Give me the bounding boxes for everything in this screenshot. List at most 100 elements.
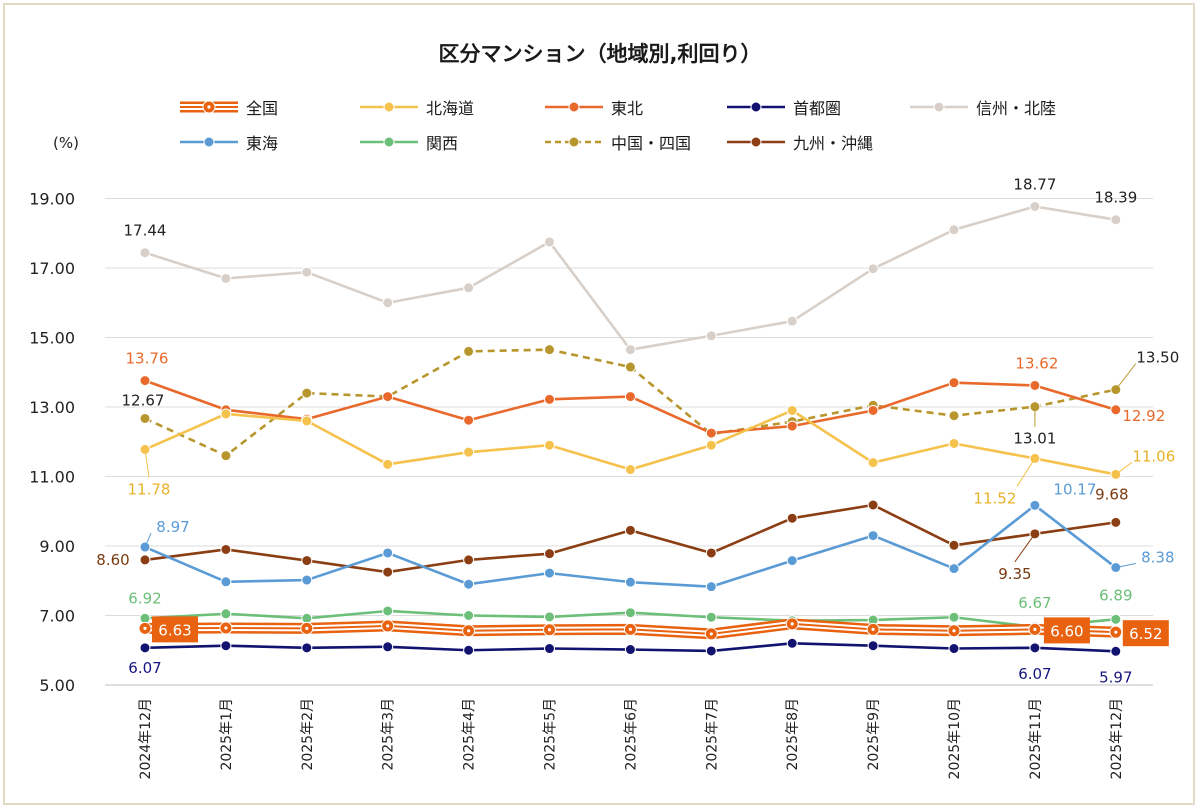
data-point	[867, 640, 879, 652]
data-label: 6.60	[1050, 622, 1083, 640]
data-point	[301, 415, 313, 427]
legend-swatch	[360, 101, 418, 113]
data-point-center	[143, 626, 147, 630]
data-point	[948, 377, 960, 389]
data-point	[544, 439, 555, 451]
data-point	[301, 574, 313, 586]
data-point	[544, 236, 555, 248]
data-point	[463, 644, 475, 656]
data-point	[220, 408, 232, 420]
data-label: 6.52	[1129, 625, 1162, 643]
data-point-center	[224, 626, 228, 630]
data-label: 18.77	[1013, 175, 1056, 193]
data-point	[948, 611, 960, 623]
legend-item-北海道: 北海道	[358, 95, 474, 119]
data-point	[867, 499, 879, 511]
data-point	[786, 404, 798, 416]
data-point	[139, 642, 151, 654]
data-point	[463, 345, 475, 357]
data-label-box	[152, 616, 198, 643]
legend-label: 中国・四国	[611, 134, 692, 153]
data-point	[624, 464, 636, 476]
data-label-leader	[1115, 363, 1137, 390]
data-point	[1110, 645, 1122, 657]
data-point	[1029, 379, 1041, 391]
data-point-center	[871, 627, 875, 632]
data-point	[624, 391, 636, 403]
data-point	[220, 543, 232, 555]
data-point-center	[952, 629, 956, 633]
data-label: 13.50	[1136, 349, 1179, 367]
data-point	[1029, 499, 1041, 511]
legend-swatch	[910, 101, 968, 113]
data-label: 17.44	[124, 222, 167, 240]
data-label: 6.63	[158, 621, 191, 639]
data-point	[624, 344, 636, 356]
data-point	[624, 361, 636, 373]
data-point	[786, 315, 798, 327]
data-label-leader	[1115, 563, 1136, 569]
data-label: 12.67	[122, 391, 165, 409]
legend-swatch	[727, 101, 785, 113]
x-tick-label: 2025年5月	[543, 698, 559, 771]
x-tick-label: 2025年1月	[219, 698, 235, 771]
legend-item-信州・北陸: 信州・北陸	[908, 95, 1056, 119]
data-point	[220, 576, 232, 588]
data-label-leader	[1115, 462, 1133, 475]
data-label: 11.78	[128, 480, 171, 498]
data-point	[624, 524, 636, 536]
y-tick-label: 15.00	[29, 329, 75, 348]
chart-frame	[3, 3, 1195, 805]
data-point	[544, 643, 555, 655]
data-point	[544, 344, 555, 356]
x-tick-label: 2025年4月	[462, 698, 478, 771]
data-label-leader	[1014, 533, 1036, 563]
legend-swatch	[360, 136, 418, 148]
data-label: 8.38	[1141, 549, 1174, 567]
data-label-leader	[1016, 458, 1036, 487]
data-point	[139, 554, 151, 566]
data-label: 6.92	[128, 589, 161, 607]
x-tick-label: 2025年12月	[1109, 698, 1125, 779]
data-point	[867, 263, 879, 275]
data-point	[1110, 613, 1122, 625]
data-point-center	[467, 629, 471, 633]
legend-label: 九州・沖縄	[793, 134, 874, 153]
data-point	[705, 330, 717, 342]
legend-item-東海: 東海	[178, 130, 278, 154]
data-point	[786, 420, 798, 432]
data-point	[139, 612, 151, 624]
data-point	[948, 539, 960, 551]
data-label: 11.06	[1132, 447, 1175, 465]
data-point-center	[628, 627, 633, 632]
data-point	[1110, 214, 1122, 226]
x-tick-label: 2025年8月	[785, 698, 801, 771]
legend-label: 信州・北陸	[976, 99, 1057, 118]
data-point	[301, 555, 313, 567]
data-point	[301, 266, 313, 278]
x-tick-label: 2025年2月	[300, 698, 316, 771]
legend-item-関西: 関西	[358, 130, 458, 154]
data-point-center	[547, 628, 552, 632]
data-label: 9.35	[998, 565, 1031, 583]
data-point	[705, 547, 717, 559]
data-label: 6.67	[1018, 594, 1051, 612]
data-point-center	[790, 622, 794, 626]
legend-item-首都圏: 首都圏	[725, 95, 841, 119]
data-point	[624, 644, 636, 656]
legend-item-中国・四国: 中国・四国	[543, 130, 691, 154]
data-point	[867, 404, 879, 416]
x-tick-label: 2025年11月	[1028, 698, 1044, 779]
data-point	[382, 547, 394, 559]
data-label: 13.01	[1013, 430, 1056, 448]
y-tick-label: 9.00	[39, 537, 75, 556]
y-axis-unit: (%)	[53, 134, 79, 152]
series-line-九州・沖縄	[144, 503, 1116, 574]
data-point	[1110, 404, 1122, 416]
data-label: 13.62	[1015, 354, 1058, 372]
data-label-box	[1043, 617, 1090, 644]
data-point	[867, 457, 879, 469]
y-tick-label: 5.00	[39, 676, 75, 695]
data-point	[624, 607, 636, 619]
legend-swatch	[180, 136, 238, 148]
